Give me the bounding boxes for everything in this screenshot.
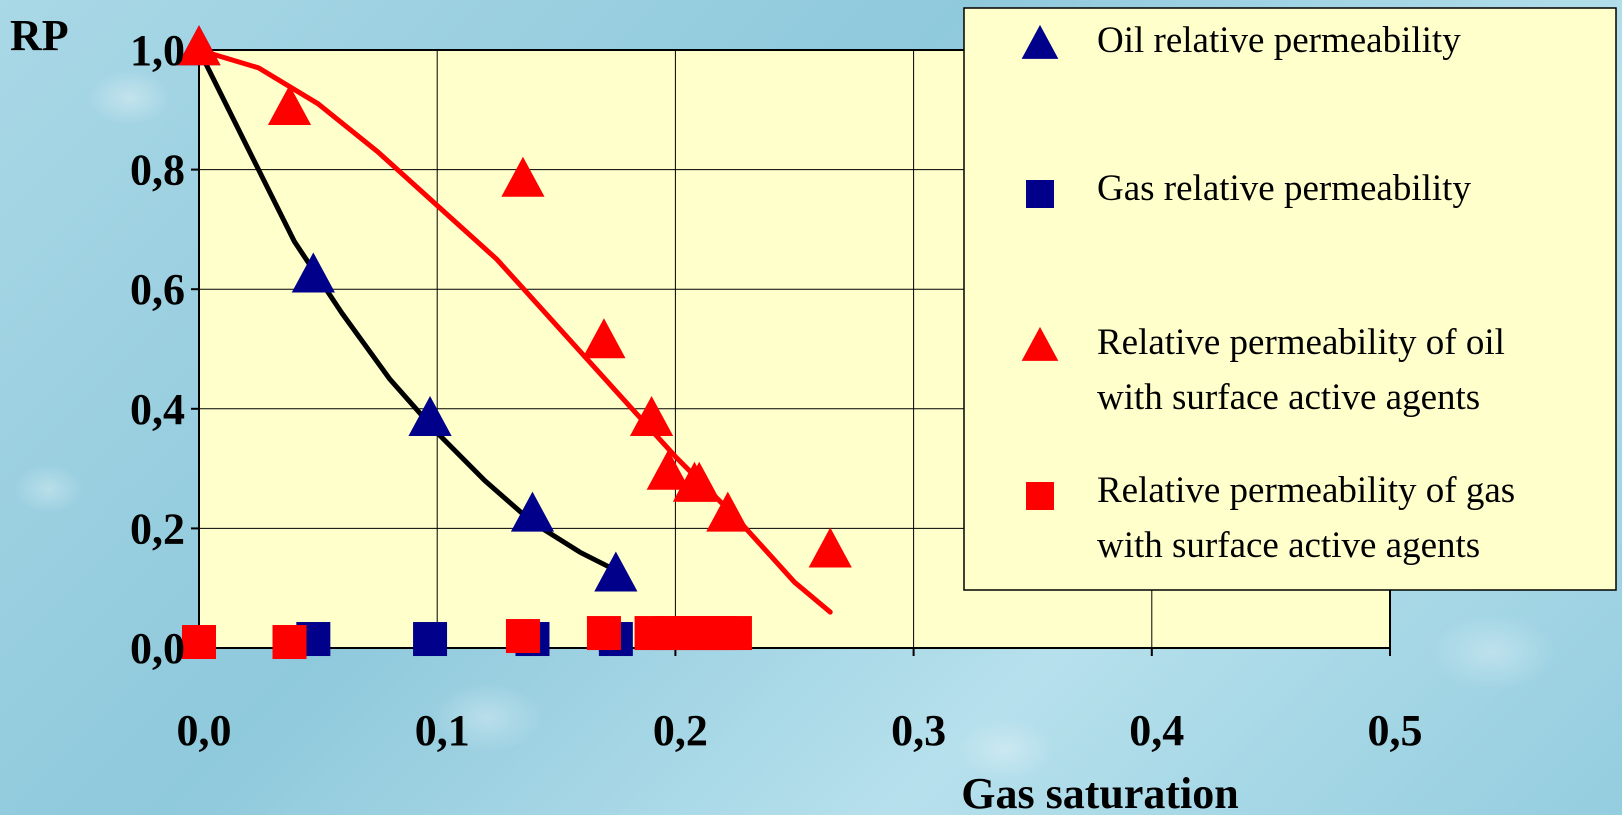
y-tick-label: 1,0 — [130, 26, 185, 75]
y-tick-label: 0,6 — [130, 265, 185, 314]
series-4 — [182, 616, 752, 660]
data-point — [272, 625, 307, 660]
legend-label: Relative permeability of oil with surface… — [1097, 322, 1505, 418]
legend-label: Oil relative permeability — [1097, 20, 1461, 61]
data-point — [629, 395, 674, 436]
data-point — [291, 252, 335, 293]
data-point — [267, 85, 312, 125]
y-tick-label: 0,4 — [130, 385, 185, 434]
data-point — [717, 616, 752, 651]
data-point — [413, 622, 448, 657]
legend-marker — [1021, 326, 1059, 361]
legend-label: Relative permeability of gas with surface… — [1097, 470, 1515, 566]
x-tick-label: 0,4 — [1129, 706, 1184, 755]
x-tick-label: 0,1 — [415, 706, 470, 755]
legend-label: Gas relative permeability — [1097, 168, 1471, 209]
trend-line — [196, 47, 619, 573]
data-point — [177, 25, 221, 66]
x-tick-label: 0,0 — [177, 706, 232, 755]
tick-labels: 0,0 0,2 0,4 0,6 0,8 1,0 0,0 0,1 0,2 0,3 0,4 0,5 — [130, 26, 1423, 755]
data-point — [594, 551, 638, 592]
x-tick-label: 0,2 — [653, 706, 708, 755]
data-point — [808, 527, 852, 568]
x-axis-title: Gas saturation — [961, 769, 1238, 815]
data-point — [510, 491, 555, 532]
series-3 — [177, 25, 852, 568]
y-tick-label: 0,2 — [130, 504, 185, 553]
y-axis-title: RP — [10, 11, 69, 60]
y-tick-label: 0,0 — [130, 624, 185, 673]
x-tick-label: 0,5 — [1368, 706, 1423, 755]
data-point — [182, 625, 216, 660]
legend-marker — [1026, 180, 1054, 208]
legend-box — [963, 7, 1617, 591]
data-point — [586, 616, 621, 651]
legend-marker — [1026, 482, 1054, 510]
legend: Oil relative permeability Gas relative pe… — [963, 7, 1617, 591]
data-point — [501, 156, 545, 197]
legend-marker — [1021, 24, 1059, 59]
y-tick-label: 0,8 — [130, 146, 185, 195]
data-point — [706, 491, 750, 532]
data-point — [408, 395, 452, 436]
data-point — [505, 619, 540, 654]
data-point — [677, 461, 721, 502]
data-point — [582, 318, 626, 359]
data-points — [177, 25, 852, 660]
data-point — [646, 449, 690, 490]
x-tick-label: 0,3 — [891, 706, 946, 755]
